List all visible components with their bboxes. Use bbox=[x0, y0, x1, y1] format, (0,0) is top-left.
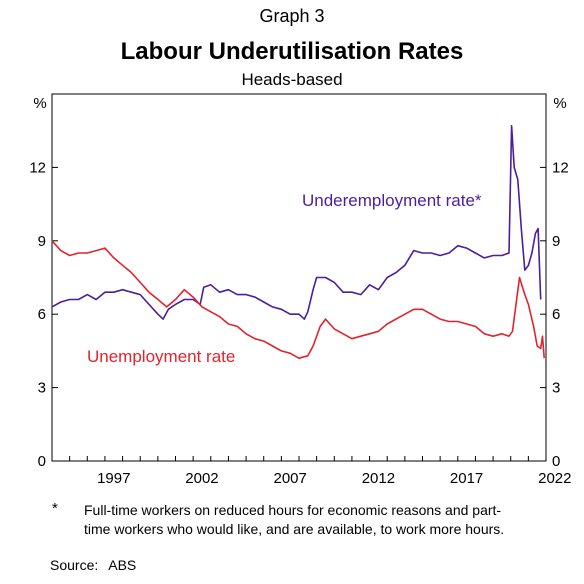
footnote-text: Full-time workers on reduced hours for e… bbox=[84, 502, 505, 537]
chart-subtitle: Heads-based bbox=[241, 70, 343, 89]
y-tick-label-left: 9 bbox=[38, 233, 46, 250]
x-tick-label: 2017 bbox=[450, 470, 483, 487]
underemployment-series-label: Underemployment rate* bbox=[302, 191, 482, 210]
x-tick-label: 2007 bbox=[273, 470, 306, 487]
y-tick-label-right: 12 bbox=[552, 159, 569, 176]
graph-number-label: Graph 3 bbox=[259, 6, 325, 26]
source-label: Source: bbox=[50, 557, 99, 573]
unemployment-rate-line bbox=[51, 240, 545, 359]
footnote-marker: * bbox=[52, 500, 58, 517]
x-tick-label: 2012 bbox=[362, 470, 395, 487]
line-chart: % % 0 0 3 3 6 6 9 9 12 12 1997 2002 2007 2012 2017 2022… bbox=[29, 93, 572, 487]
y-tick-label-left: 6 bbox=[38, 306, 46, 323]
chart-title: Labour Underutilisation Rates bbox=[120, 38, 464, 65]
y-axis-unit-right: % bbox=[553, 95, 566, 112]
source-value: ABS bbox=[108, 557, 137, 573]
y-tick-label-right: 9 bbox=[552, 233, 560, 250]
unemployment-series-label: Unemployment rate bbox=[87, 347, 235, 366]
y-tick-label-right: 3 bbox=[552, 380, 560, 397]
y-tick-label-left: 0 bbox=[38, 453, 46, 470]
source-line: Source: ABS bbox=[50, 557, 136, 573]
y-axis-unit-left: % bbox=[33, 95, 46, 112]
plot-frame bbox=[51, 93, 547, 462]
x-tick-label: 2022 bbox=[538, 470, 571, 487]
y-tick-label-left: 12 bbox=[29, 159, 46, 176]
y-tick-label-left: 3 bbox=[38, 380, 46, 397]
y-tick-label-right: 0 bbox=[552, 453, 560, 470]
underemployment-rate-line bbox=[51, 125, 542, 320]
y-tick-label-right: 6 bbox=[552, 306, 560, 323]
x-tick-label: 1997 bbox=[97, 470, 130, 487]
x-tick-label: 2002 bbox=[185, 470, 218, 487]
